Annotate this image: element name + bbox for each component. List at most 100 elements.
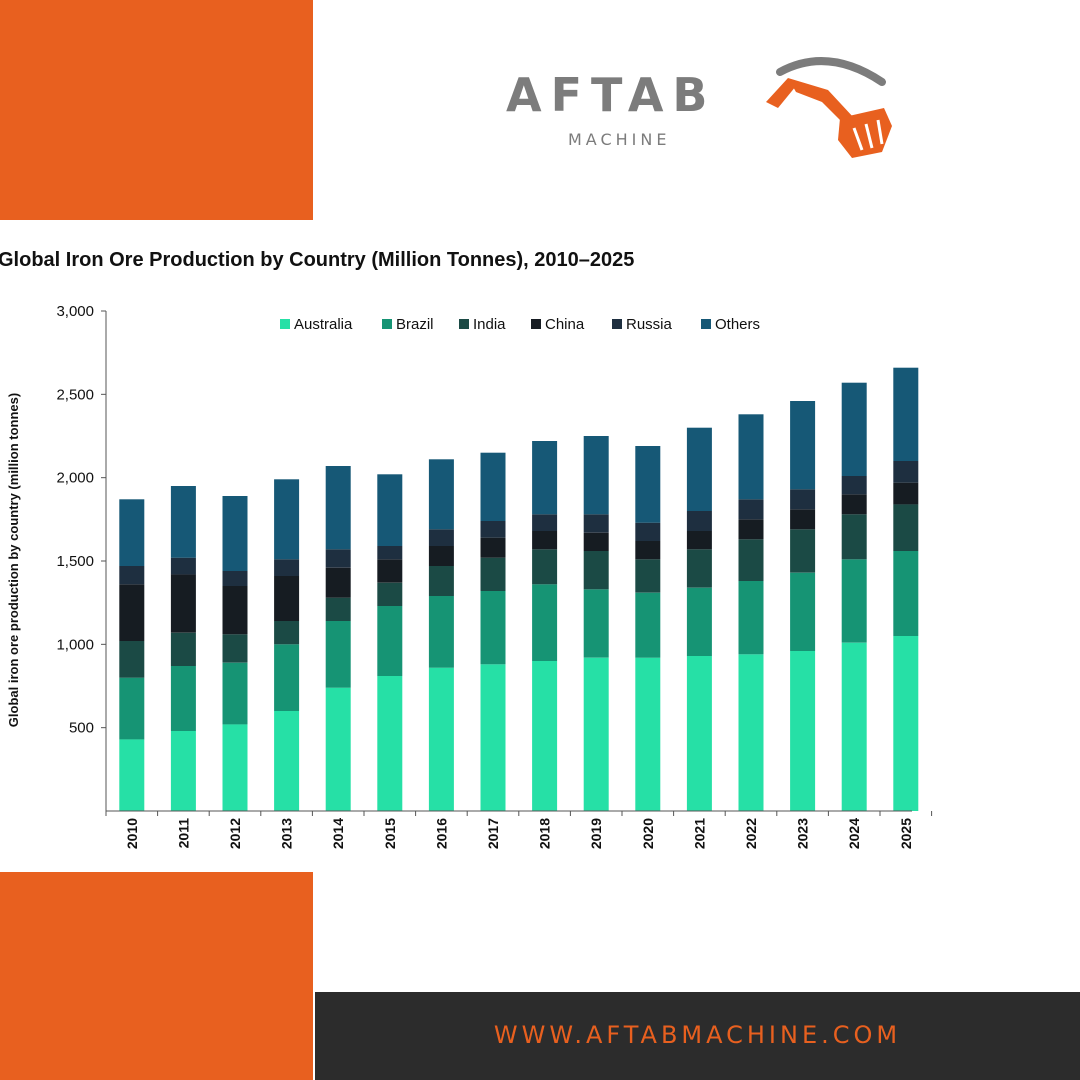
footer-bar: WWW.AFTABMACHINE.COM bbox=[315, 992, 1080, 1080]
bar-russia-2014 bbox=[325, 549, 351, 568]
bar-india-2018 bbox=[532, 549, 558, 585]
x-tick-label-2020: 2020 bbox=[640, 818, 656, 849]
bar-brazil-2011 bbox=[170, 666, 196, 731]
bar-others-2019 bbox=[583, 436, 609, 515]
bar-russia-2020 bbox=[635, 522, 661, 541]
bar-china-2013 bbox=[274, 576, 300, 621]
bar-others-2024 bbox=[841, 382, 867, 476]
bar-india-2011 bbox=[170, 632, 196, 666]
bar-others-2014 bbox=[325, 466, 351, 550]
bar-india-2021 bbox=[686, 549, 712, 588]
bar-australia-2016 bbox=[428, 667, 454, 811]
bar-others-2017 bbox=[480, 452, 506, 521]
bar-australia-2023 bbox=[790, 651, 816, 811]
brand-tagline: MACHINE bbox=[568, 130, 671, 149]
bar-brazil-2012 bbox=[222, 662, 248, 725]
bar-australia-2012 bbox=[222, 724, 248, 811]
y-tick-label: 3,000 bbox=[56, 303, 94, 320]
bar-russia-2010 bbox=[119, 566, 145, 585]
bar-australia-2014 bbox=[325, 687, 351, 811]
bar-china-2019 bbox=[583, 532, 609, 551]
bar-russia-2023 bbox=[790, 489, 816, 510]
bar-brazil-2013 bbox=[274, 644, 300, 711]
bar-brazil-2010 bbox=[119, 677, 145, 740]
bar-russia-2022 bbox=[738, 499, 764, 520]
legend-swatch-russia bbox=[612, 319, 622, 329]
bar-others-2018 bbox=[532, 441, 558, 515]
bar-china-2010 bbox=[119, 584, 145, 641]
x-tick-label-2011: 2011 bbox=[175, 818, 191, 849]
bar-russia-2011 bbox=[170, 557, 196, 575]
bar-brazil-2023 bbox=[790, 572, 816, 651]
bar-russia-2025 bbox=[893, 461, 919, 483]
bar-australia-2022 bbox=[738, 654, 764, 811]
legend-label-brazil: Brazil bbox=[396, 316, 434, 333]
bar-others-2016 bbox=[428, 459, 454, 530]
bar-australia-2025 bbox=[893, 636, 919, 811]
bar-australia-2010 bbox=[119, 739, 145, 811]
bar-russia-2015 bbox=[377, 546, 403, 560]
excavator-icon bbox=[766, 57, 892, 158]
bar-china-2023 bbox=[790, 509, 816, 530]
bar-others-2021 bbox=[686, 427, 712, 511]
y-tick-label: 2,500 bbox=[56, 386, 94, 403]
bar-russia-2018 bbox=[532, 514, 558, 531]
bar-others-2020 bbox=[635, 446, 661, 523]
x-tick-label-2022: 2022 bbox=[743, 818, 759, 849]
bar-australia-2015 bbox=[377, 676, 403, 811]
chart-legend: Australia Brazil India China Russia Others bbox=[280, 316, 760, 333]
bar-india-2024 bbox=[841, 514, 867, 560]
bar-brazil-2020 bbox=[635, 592, 661, 658]
x-tick-label-2019: 2019 bbox=[588, 818, 604, 849]
bar-india-2016 bbox=[428, 566, 454, 596]
chart-bars bbox=[119, 367, 919, 811]
bar-russia-2021 bbox=[686, 511, 712, 531]
bar-russia-2019 bbox=[583, 514, 609, 533]
bar-brazil-2016 bbox=[428, 596, 454, 668]
bar-others-2022 bbox=[738, 414, 764, 500]
bar-others-2025 bbox=[893, 367, 919, 461]
bar-russia-2013 bbox=[274, 559, 300, 576]
legend-swatch-australia bbox=[280, 319, 290, 329]
bar-brazil-2021 bbox=[686, 587, 712, 656]
website-link[interactable]: WWW.AFTABMACHINE.COM bbox=[493, 1021, 902, 1049]
bar-china-2025 bbox=[893, 482, 919, 505]
x-tick-label-2017: 2017 bbox=[485, 818, 501, 849]
legend-label-australia: Australia bbox=[294, 316, 353, 333]
bar-russia-2012 bbox=[222, 571, 248, 586]
bar-india-2017 bbox=[480, 557, 506, 591]
legend-label-russia: Russia bbox=[626, 316, 673, 333]
bar-australia-2013 bbox=[274, 711, 300, 811]
chart-title: Global Iron Ore Production by Country (M… bbox=[0, 249, 635, 271]
bar-others-2015 bbox=[377, 474, 403, 546]
orange-accent-top bbox=[0, 0, 313, 220]
bar-china-2016 bbox=[428, 546, 454, 566]
bar-australia-2021 bbox=[686, 656, 712, 811]
bar-brazil-2014 bbox=[325, 621, 351, 688]
x-tick-label-2024: 2024 bbox=[846, 818, 862, 849]
legend-swatch-others bbox=[701, 319, 711, 329]
bar-china-2022 bbox=[738, 519, 764, 540]
bar-china-2011 bbox=[170, 574, 196, 633]
bar-others-2010 bbox=[119, 499, 145, 566]
bar-china-2024 bbox=[841, 494, 867, 515]
bar-india-2025 bbox=[893, 504, 919, 551]
legend-label-china: China bbox=[545, 316, 585, 333]
brand-name: AFTAB bbox=[506, 68, 717, 122]
bar-india-2010 bbox=[119, 641, 145, 678]
bar-india-2023 bbox=[790, 529, 816, 573]
bar-brazil-2015 bbox=[377, 606, 403, 676]
bar-australia-2020 bbox=[635, 657, 661, 811]
bar-australia-2011 bbox=[170, 731, 196, 811]
bar-china-2017 bbox=[480, 537, 506, 558]
x-tick-label-2014: 2014 bbox=[330, 818, 346, 849]
bar-brazil-2019 bbox=[583, 589, 609, 658]
bar-others-2011 bbox=[170, 486, 196, 558]
bar-china-2014 bbox=[325, 567, 351, 598]
bar-brazil-2024 bbox=[841, 559, 867, 643]
legend-swatch-india bbox=[459, 319, 469, 329]
x-tick-label-2013: 2013 bbox=[279, 818, 295, 849]
bar-china-2018 bbox=[532, 531, 558, 550]
y-axis-title: Global iron ore production by country (m… bbox=[6, 393, 21, 727]
x-tick-label-2023: 2023 bbox=[795, 818, 811, 849]
